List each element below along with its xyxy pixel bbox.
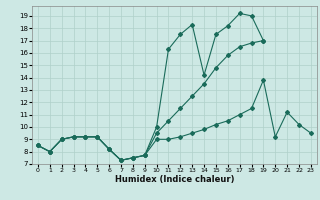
X-axis label: Humidex (Indice chaleur): Humidex (Indice chaleur)	[115, 175, 234, 184]
